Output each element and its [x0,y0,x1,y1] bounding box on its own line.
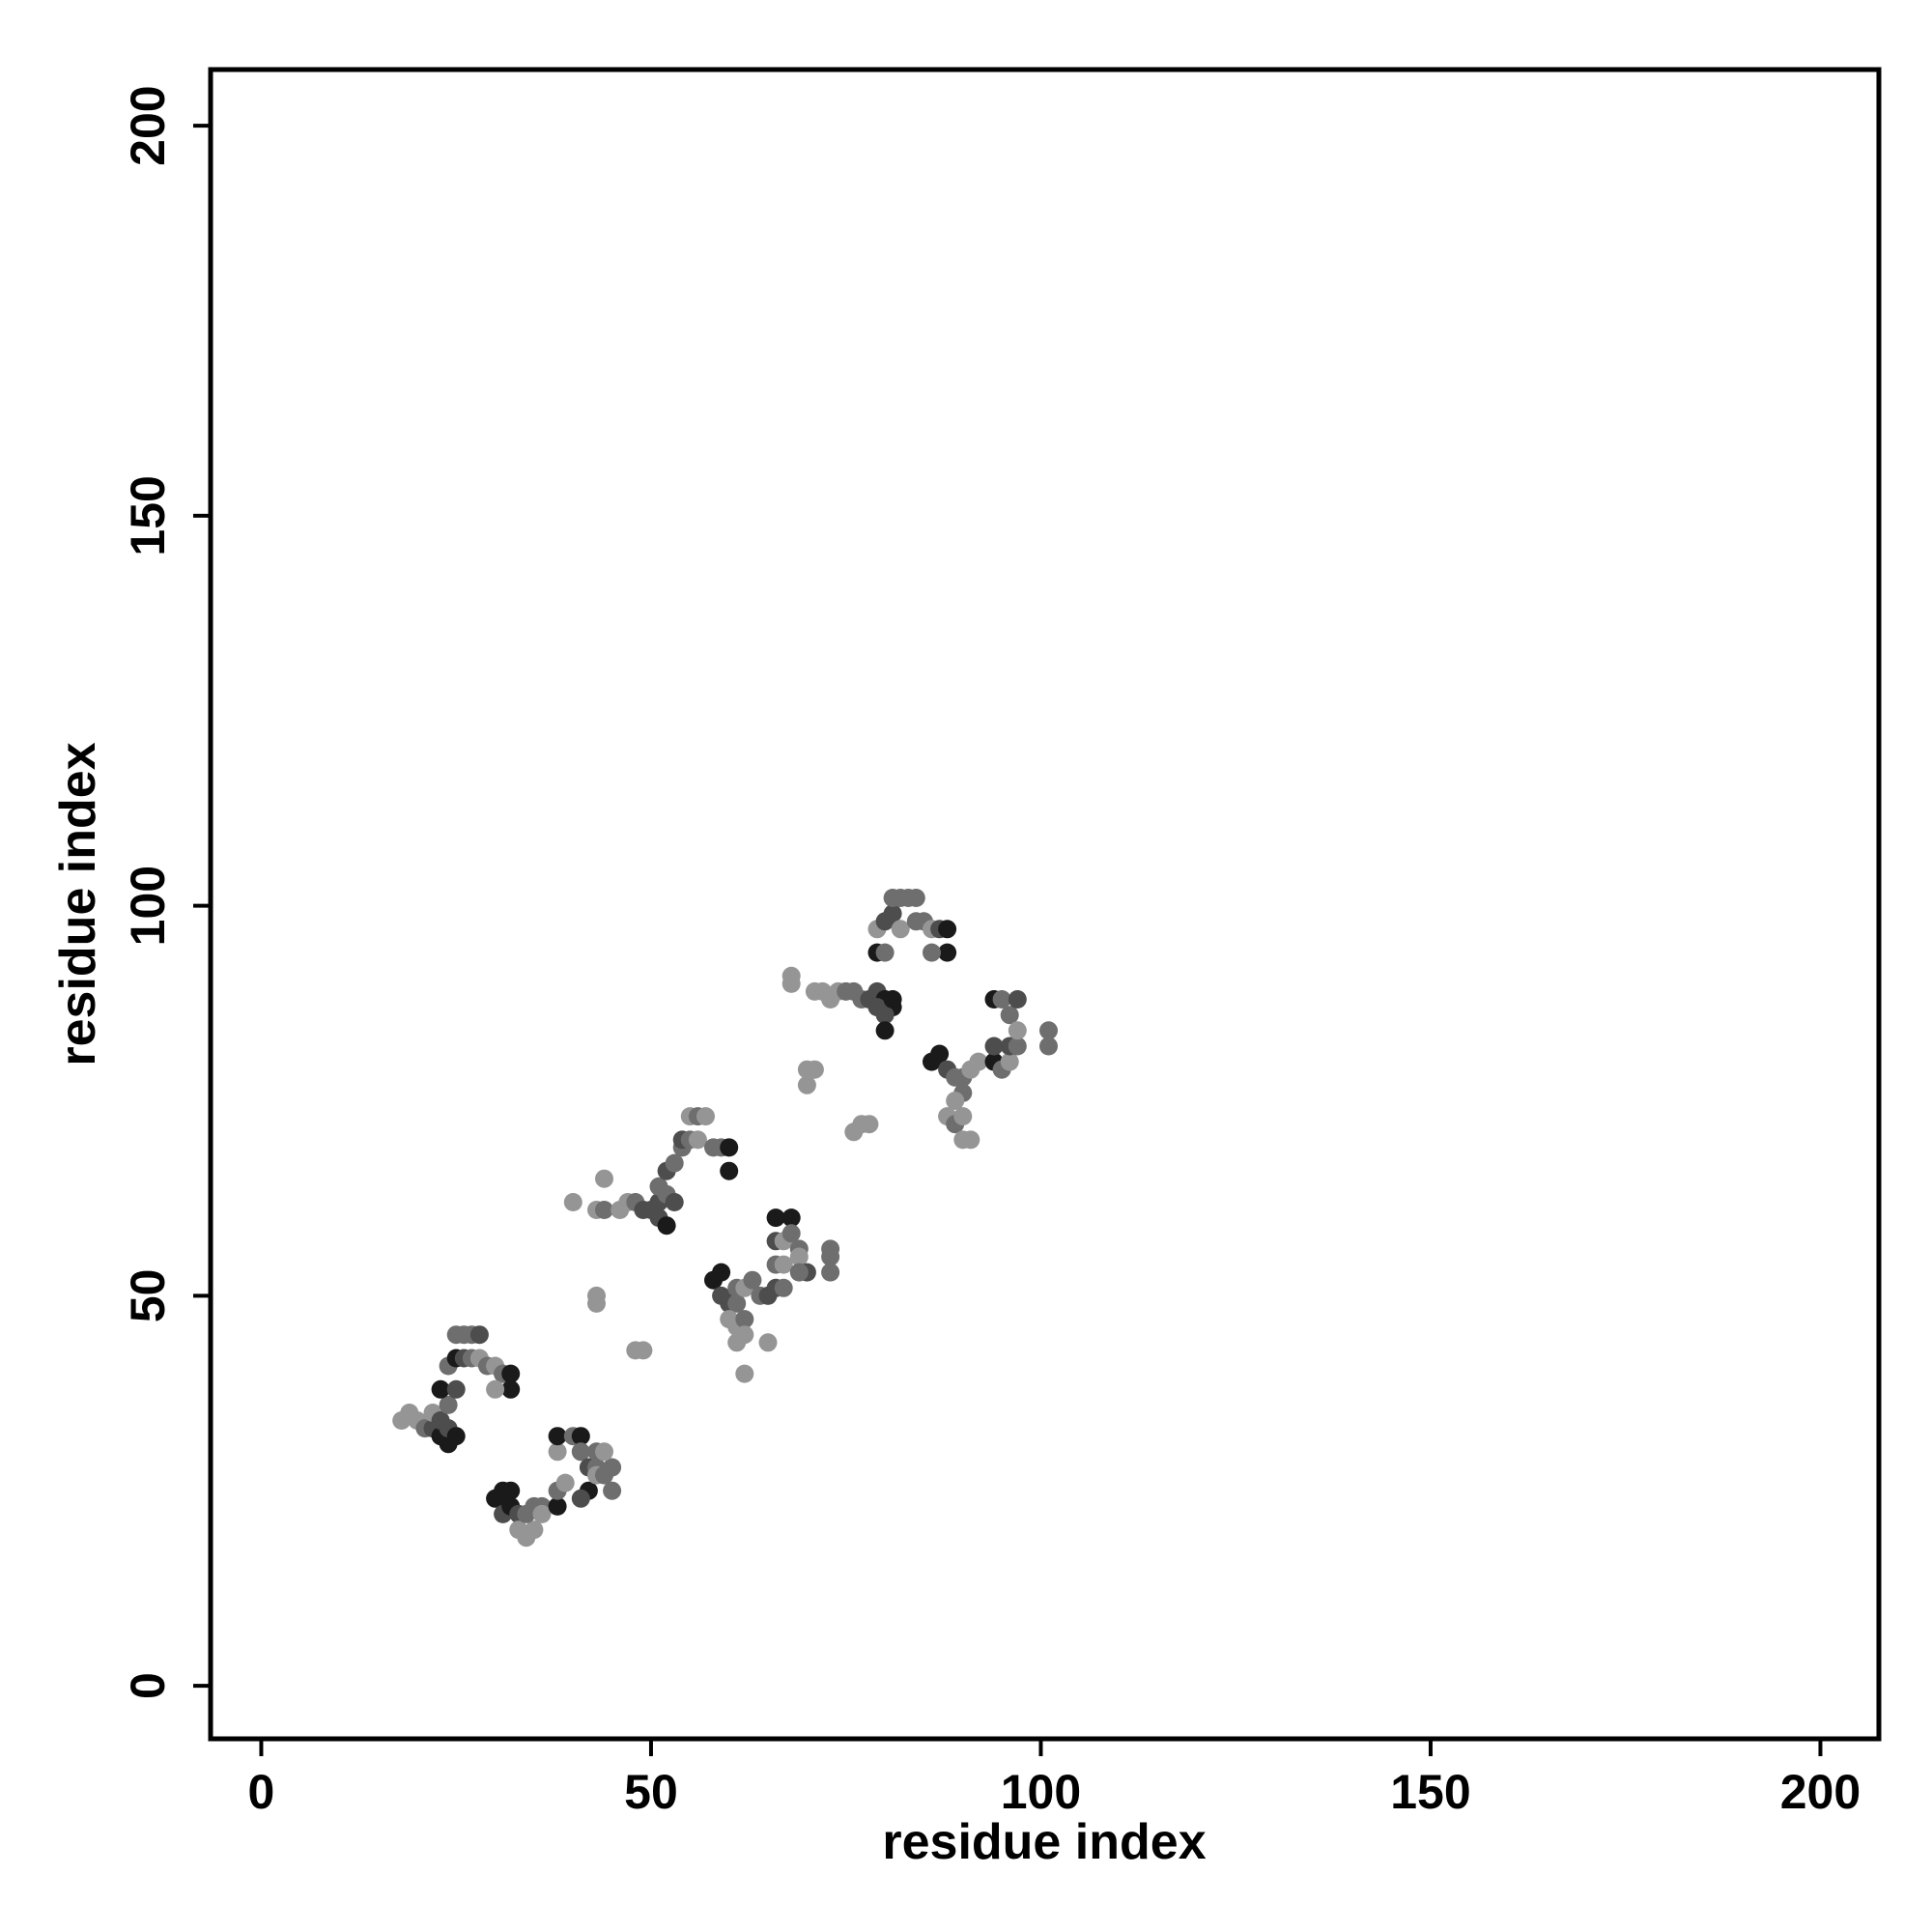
x-tick-label: 0 [248,1765,275,1819]
data-point [969,1052,988,1071]
data-point [1000,1006,1019,1025]
data-point [712,1263,731,1282]
data-point [961,1130,980,1150]
data-point [906,889,925,907]
y-axis-label: residue index [50,742,106,1065]
x-tick-label: 50 [624,1765,678,1819]
data-point [923,943,941,962]
data-point [501,1379,521,1399]
x-tick-label: 100 [1001,1765,1081,1819]
data-point [548,1496,567,1516]
data-point [1039,1021,1058,1040]
data-point [992,990,1011,1009]
data-points [392,889,1058,1548]
y-tick-label: 200 [121,85,175,165]
data-point [743,1270,762,1290]
data-point [781,1208,801,1228]
y-tick-label: 150 [121,475,175,555]
data-point [587,1293,606,1313]
data-point [720,1138,739,1157]
data-point [501,1364,521,1383]
data-point [1008,1021,1027,1040]
data-point [946,1092,965,1110]
data-point [781,1224,801,1243]
data-point [883,990,902,1009]
data-point [797,1075,816,1094]
x-axis-label: residue index [882,1814,1206,1870]
data-point [875,1021,895,1040]
data-point [548,1442,567,1462]
data-point [446,1379,466,1399]
data-point [571,1427,590,1446]
data-point [548,1427,567,1446]
data-point [758,1333,778,1352]
data-point [1008,990,1027,1009]
data-point [563,1193,582,1211]
data-point [821,1263,840,1282]
data-point [781,966,801,985]
data-point [735,1310,754,1329]
data-point [603,1458,622,1477]
data-point [665,1153,684,1173]
data-point [774,1278,793,1297]
data-point [665,1193,684,1211]
data-point [571,1489,590,1508]
data-point [727,1293,747,1313]
data-point [431,1379,450,1399]
data-point [595,1169,613,1188]
data-point [938,943,957,962]
data-point [525,1520,544,1540]
data-point [891,920,910,939]
data-point [821,1239,840,1259]
data-point [603,1481,622,1500]
data-point [571,1442,590,1462]
data-point [696,1107,715,1126]
data-point [789,1263,809,1282]
data-point [532,1504,552,1523]
data-point [774,1255,793,1274]
data-point [657,1216,676,1236]
x-tick-label: 200 [1780,1765,1861,1819]
data-point [805,1060,824,1079]
data-point [984,1037,1004,1056]
data-point [501,1481,521,1500]
data-point [720,1161,739,1180]
data-point [446,1427,466,1446]
data-point [1008,1037,1027,1056]
data-point [439,1395,458,1414]
data-point [595,1442,613,1462]
data-point [486,1379,505,1399]
data-point [688,1130,707,1150]
data-point [953,1107,973,1126]
data-point [649,1177,668,1196]
x-tick-label: 150 [1390,1765,1470,1819]
data-point [555,1473,575,1492]
data-point [634,1341,653,1360]
data-point [735,1364,754,1383]
data-point [1000,1052,1019,1071]
data-point [883,904,902,923]
y-axis: 0 50 100 150 200 [121,85,211,1699]
data-point [930,1044,950,1064]
data-point [766,1208,785,1228]
data-point [883,889,902,907]
y-tick-label: 0 [121,1672,175,1699]
data-point [789,1247,809,1266]
data-point [1039,1037,1058,1056]
data-point [469,1325,489,1345]
x-axis: 0 50 100 150 200 [248,1739,1861,1819]
data-point [875,943,895,962]
data-point [867,998,887,1017]
y-tick-label: 50 [121,1269,175,1323]
data-point [938,920,957,939]
y-tick-label: 100 [121,866,175,946]
data-point [860,1115,879,1134]
data-point [735,1325,754,1345]
data-point [595,1201,613,1219]
